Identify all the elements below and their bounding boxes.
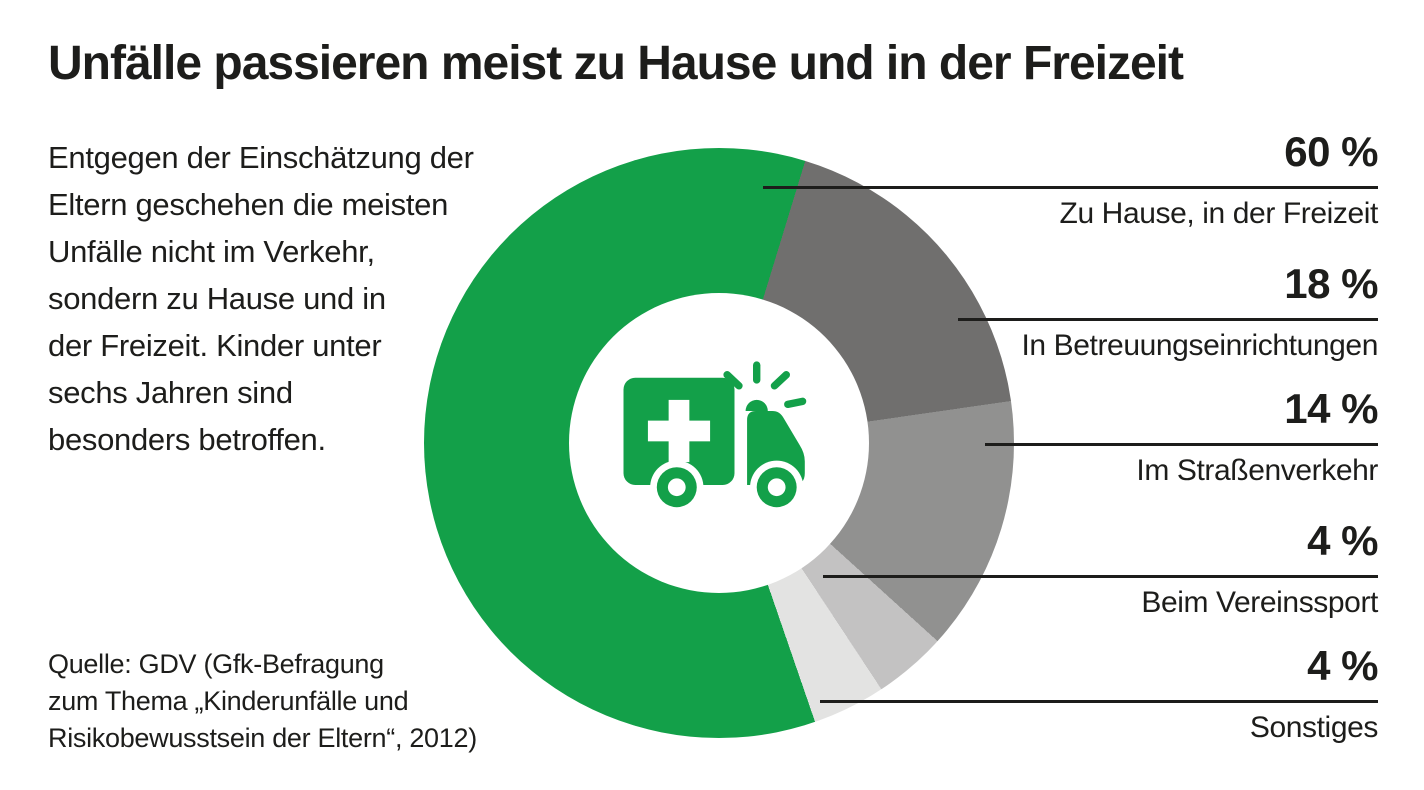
- ambulance-icon: [623, 361, 807, 514]
- category-label: Im Straßenverkehr: [1136, 454, 1378, 487]
- percent-label: 4 %: [1307, 517, 1378, 564]
- siren-rays: [723, 361, 807, 409]
- percent-label: 14 %: [1284, 385, 1378, 432]
- leader-line: [985, 443, 1378, 446]
- percent-label: 60 %: [1284, 128, 1378, 175]
- page-title: Unfälle passieren meist zu Hause und in …: [48, 37, 1184, 90]
- category-label: Zu Hause, in der Freizeit: [1059, 197, 1379, 230]
- siren-dome: [745, 399, 768, 411]
- medical-cross-icon: [647, 399, 711, 463]
- category-label: In Betreuungseinrichtungen: [1021, 329, 1378, 362]
- percent-label: 4 %: [1307, 642, 1378, 689]
- category-label: Sonstiges: [1249, 711, 1379, 744]
- ambulance-wheels: [650, 460, 804, 514]
- percent-label: 18 %: [1284, 260, 1378, 307]
- leader-line: [958, 318, 1378, 321]
- category-label: Beim Vereinssport: [1141, 586, 1378, 619]
- intro-text: Entgegen der Einschätzung der Eltern ges…: [48, 140, 474, 457]
- source-note: Quelle: GDV (Gfk-Befragung zum Thema „Ki…: [48, 649, 477, 753]
- donut-hole: [569, 293, 869, 593]
- leader-line: [820, 700, 1378, 703]
- donut-chart: [424, 148, 1014, 738]
